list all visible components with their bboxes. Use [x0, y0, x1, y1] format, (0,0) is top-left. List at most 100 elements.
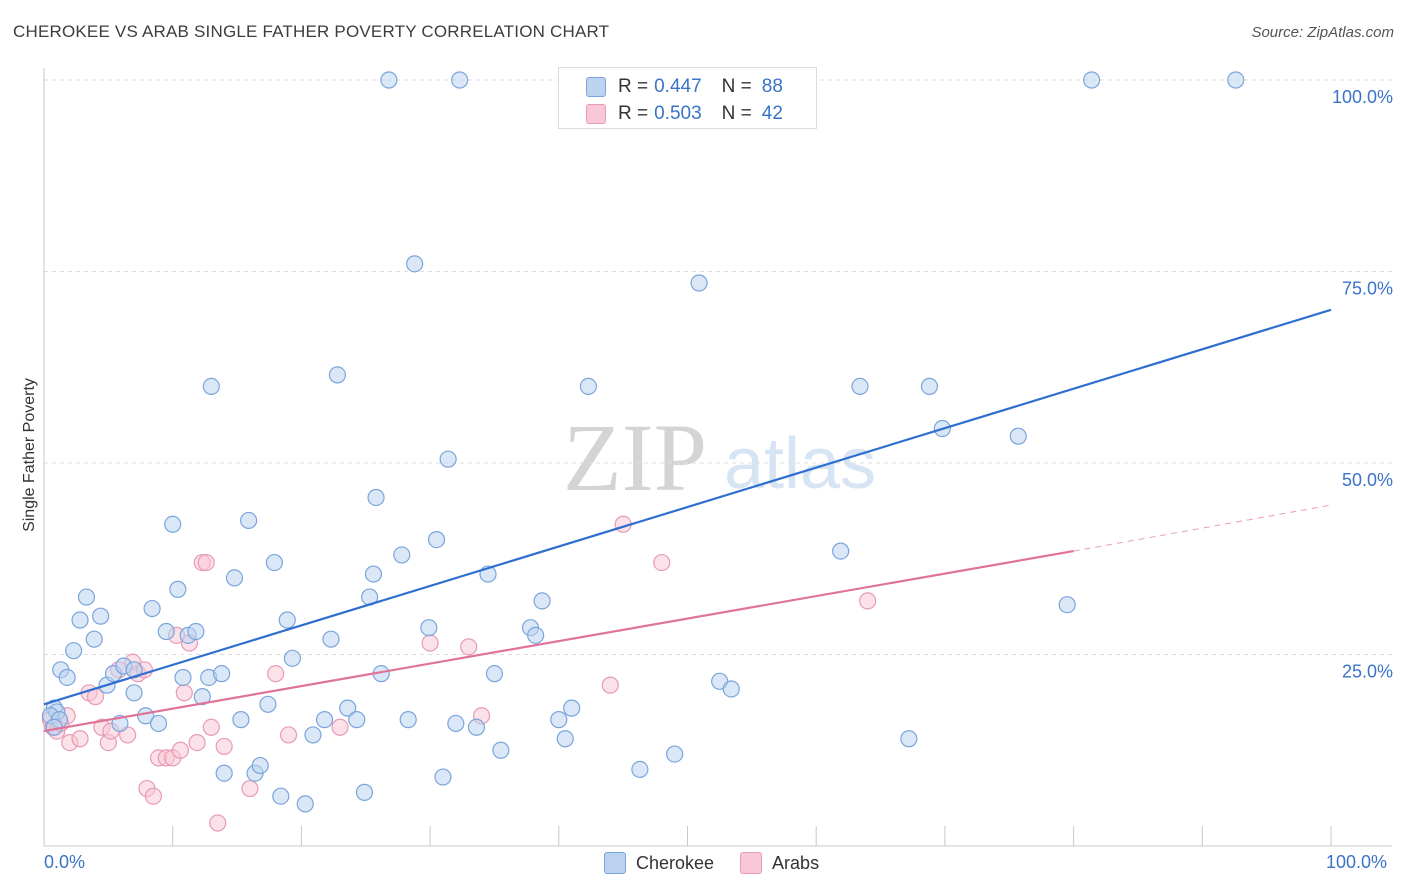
cherokee-point — [579, 377, 598, 395]
cherokee-point — [380, 71, 398, 89]
cherokee-point — [1009, 427, 1027, 445]
cherokee-point — [304, 726, 322, 744]
cherokee-point — [563, 699, 581, 717]
y-tick-label: 50.0% — [1342, 470, 1393, 490]
cherokee-point — [202, 377, 220, 395]
cherokee-point — [339, 699, 357, 717]
cherokee-point — [85, 630, 103, 648]
arab-point — [209, 814, 227, 832]
arab-point — [175, 684, 193, 702]
n-value: 88 — [761, 76, 783, 97]
cherokee-point — [225, 569, 244, 587]
r-value: 0.503 — [654, 103, 702, 124]
y-tick-label: 25.0% — [1342, 662, 1393, 682]
arab-point — [859, 592, 877, 610]
cherokee-point — [451, 71, 469, 89]
y-axis-label: Single Father Poverty — [21, 378, 38, 532]
arabs-swatch — [586, 104, 606, 124]
cherokee-point — [215, 764, 233, 782]
cherokee-point — [439, 450, 457, 468]
arab-point — [421, 634, 439, 652]
cherokee-point — [232, 711, 250, 729]
cherokee-point — [851, 377, 869, 395]
cherokee-point — [1058, 596, 1076, 614]
chart-title: CHEROKEE VS ARAB SINGLE FATHER POVERTY C… — [13, 22, 610, 41]
cherokee-point — [157, 622, 175, 641]
arab-point — [279, 726, 298, 744]
cherokee-point — [92, 607, 110, 625]
cherokee-point — [355, 783, 374, 801]
cherokee-point — [187, 622, 205, 641]
cherokee-point — [164, 515, 182, 533]
arab-point — [71, 730, 89, 748]
cherokee-point — [690, 274, 708, 292]
arab-point — [202, 718, 220, 736]
arab-point — [197, 553, 215, 572]
cherokee-point — [527, 626, 545, 644]
x-axis-max-label: 100.0% — [1326, 852, 1388, 872]
cherokee-point — [328, 366, 347, 384]
correlation-legend: R = 0.447 N = 88 R = 0.503 N = 42 — [558, 67, 817, 129]
cherokee-point — [149, 714, 168, 733]
arab-point — [460, 638, 478, 656]
cherokee-point — [722, 680, 740, 698]
arabs-trendline-extension — [1073, 504, 1332, 552]
cherokee-point — [533, 592, 551, 610]
cherokee-point — [193, 688, 211, 706]
cherokee-point — [492, 741, 510, 759]
cherokee-point — [58, 668, 76, 687]
cherokee-point — [467, 718, 486, 736]
x-axis-min-label: 0.0% — [44, 852, 86, 872]
legend-label: Cherokee — [636, 852, 715, 873]
legend-item-cherokee: Cherokee — [604, 852, 714, 874]
cherokee-point — [367, 488, 385, 507]
series-legend: Cherokee Arabs — [604, 852, 845, 874]
n-value: 42 — [761, 103, 783, 124]
cherokee-point — [322, 630, 340, 648]
cherokee-point — [272, 787, 290, 805]
cherokee-swatch — [604, 852, 626, 874]
cherokee-point — [65, 642, 83, 660]
cherokee-trendline — [43, 308, 1332, 706]
cherokee-point — [1227, 71, 1245, 89]
legend-item-arabs: Arabs — [740, 852, 819, 874]
n-label: N = — [721, 76, 752, 97]
cherokee-point — [393, 546, 411, 564]
arab-point — [188, 733, 206, 752]
n-label: N = — [721, 103, 752, 124]
cherokee-point — [556, 730, 574, 748]
cherokee-point — [447, 714, 465, 733]
watermark-atlas: atlas — [724, 424, 876, 504]
cherokee-swatch — [586, 77, 606, 97]
arab-point — [601, 676, 619, 694]
cherokee-point — [174, 668, 192, 687]
cherokee-point — [315, 711, 334, 729]
legend-row-cherokee: R = 0.447 N = 88 — [586, 75, 783, 99]
arab-point — [653, 553, 671, 572]
legend-label: Arabs — [772, 852, 820, 873]
cherokee-point — [213, 665, 231, 683]
watermark-zip: ZIP — [563, 404, 707, 511]
cherokee-point — [364, 565, 383, 583]
cherokee-point — [143, 599, 161, 618]
cherokee-point — [399, 711, 417, 729]
arabs-swatch — [740, 852, 763, 874]
cherokee-point — [920, 377, 939, 395]
cherokee-point — [240, 511, 258, 530]
cherokee-point — [900, 730, 918, 748]
cherokee-point — [169, 580, 187, 598]
cherokee-point — [406, 255, 424, 273]
cherokee-point — [666, 745, 684, 763]
cherokee-point — [265, 553, 283, 572]
arab-point — [267, 665, 285, 683]
cherokee-point — [434, 768, 452, 786]
arabs-trendline — [43, 550, 1074, 733]
r-label: R = — [618, 103, 649, 124]
cherokee-point — [832, 542, 850, 560]
y-tick-label: 100.0% — [1332, 87, 1393, 107]
cherokee-point — [631, 760, 649, 779]
chart-source: Source: ZipAtlas.com — [1251, 24, 1394, 41]
arab-point — [331, 718, 349, 736]
cherokee-point — [420, 619, 438, 637]
arab-point — [144, 787, 162, 805]
